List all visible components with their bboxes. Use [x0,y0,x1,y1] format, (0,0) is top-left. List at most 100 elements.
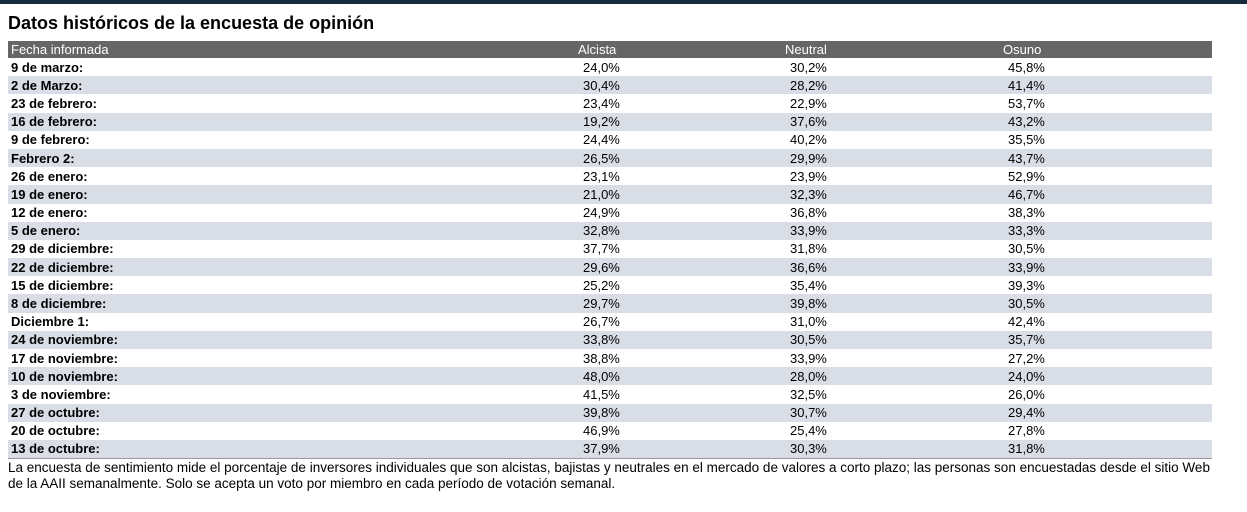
table-row: 24 de noviembre: 33,8% 30,5% 35,7% [8,330,1212,349]
osuno-cell: 31,8% [1008,441,1045,457]
date-cell: 3 de noviembre: [11,386,111,402]
alcista-cell: 23,4% [583,95,620,111]
neutral-cell: 33,9% [790,350,827,366]
date-cell: 9 de marzo: [11,59,84,75]
osuno-cell: 43,7% [1008,150,1045,166]
date-cell: 17 de noviembre: [11,350,118,366]
osuno-cell: 35,7% [1008,332,1045,348]
alcista-cell: 19,2% [583,114,620,130]
date-cell: 15 de diciembre: [11,277,114,293]
alcista-cell: 26,5% [583,150,620,166]
osuno-cell: 42,4% [1008,314,1045,330]
neutral-cell: 36,6% [790,259,827,275]
alcista-cell: 38,8% [583,350,620,366]
alcista-cell: 24,0% [583,59,620,75]
neutral-cell: 36,8% [790,205,827,221]
date-cell: Febrero 2: [11,150,75,166]
alcista-cell: 48,0% [583,368,620,384]
alcista-cell: 46,9% [583,423,620,439]
table-row: 9 de febrero: 24,4% 40,2% 35,5% [8,131,1212,149]
top-accent-bar [0,0,1247,4]
column-header-neutral: Neutral [782,41,1000,58]
date-cell: 5 de enero: [11,223,81,239]
osuno-cell: 27,2% [1008,350,1045,366]
table-row: 16 de febrero: 19,2% 37,6% 43,2% [8,112,1212,131]
table-row: 29 de diciembre: 37,7% 31,8% 30,5% [8,240,1212,258]
column-header-osuno: Osuno [1000,41,1212,58]
table-row: 12 de enero: 24,9% 36,8% 38,3% [8,204,1212,222]
table-row: 19 de enero: 21,0% 32,3% 46,7% [8,185,1212,204]
date-cell: 23 de febrero: [11,95,97,111]
table-row: 17 de noviembre: 38,8% 33,9% 27,2% [8,349,1212,367]
date-cell: 19 de enero: [11,186,88,202]
table-row: 15 de diciembre: 25,2% 35,4% 39,3% [8,276,1212,294]
osuno-cell: 43,2% [1008,114,1045,130]
alcista-cell: 41,5% [583,386,620,402]
footnote: La encuesta de sentimiento mide el porce… [8,459,1210,491]
alcista-cell: 25,2% [583,277,620,293]
alcista-cell: 29,6% [583,259,620,275]
osuno-cell: 45,8% [1008,59,1045,75]
neutral-cell: 31,8% [790,241,827,257]
osuno-cell: 30,5% [1008,296,1045,312]
alcista-cell: 39,8% [583,405,620,421]
neutral-cell: 25,4% [790,423,827,439]
table-row: 5 de enero: 32,8% 33,9% 33,3% [8,221,1212,240]
table-row: 22 de diciembre: 29,6% 36,6% 33,9% [8,258,1212,277]
osuno-cell: 27,8% [1008,423,1045,439]
alcista-cell: 30,4% [583,77,620,93]
osuno-cell: 52,9% [1008,168,1045,184]
date-cell: Diciembre 1: [11,314,90,330]
date-cell: 13 de octubre: [11,441,100,457]
osuno-cell: 38,3% [1008,205,1045,221]
osuno-cell: 39,3% [1008,277,1045,293]
table-row: 23 de febrero: 23,4% 22,9% 53,7% [8,94,1212,112]
date-cell: 8 de diciembre: [11,296,107,312]
neutral-cell: 39,8% [790,296,827,312]
neutral-cell: 30,5% [790,332,827,348]
osuno-cell: 53,7% [1008,95,1045,111]
date-cell: 27 de octubre: [11,405,100,421]
osuno-cell: 41,4% [1008,77,1045,93]
osuno-cell: 24,0% [1008,368,1045,384]
neutral-cell: 37,6% [790,114,827,130]
table-row: 8 de diciembre: 29,7% 39,8% 30,5% [8,294,1212,313]
neutral-cell: 28,2% [790,77,827,93]
alcista-cell: 37,9% [583,441,620,457]
table-row: 9 de marzo: 24,0% 30,2% 45,8% [8,58,1212,76]
alcista-cell: 24,9% [583,205,620,221]
date-cell: 10 de noviembre: [11,368,118,384]
table-header-row: Fecha informada Alcista Neutral Osuno [8,41,1212,58]
table-row: Febrero 2: 26,5% 29,9% 43,7% [8,148,1212,168]
alcista-cell: 26,7% [583,314,620,330]
table-row: 2 de Marzo: 30,4% 28,2% 41,4% [8,76,1212,95]
table-body: 9 de marzo: 24,0% 30,2% 45,8% 2 de Marzo… [8,58,1212,459]
date-cell: 12 de enero: [11,205,88,221]
neutral-cell: 30,2% [790,59,827,75]
neutral-cell: 23,9% [790,168,827,184]
date-cell: 20 de octubre: [11,423,100,439]
osuno-cell: 33,3% [1008,223,1045,239]
table-row: 3 de noviembre: 41,5% 32,5% 26,0% [8,385,1212,403]
column-header-fecha: Fecha informada [8,41,575,58]
osuno-cell: 35,5% [1008,132,1045,148]
neutral-cell: 30,7% [790,405,827,421]
table-row: 20 de octubre: 46,9% 25,4% 27,8% [8,422,1212,440]
alcista-cell: 37,7% [583,241,620,257]
table-row: 13 de octubre: 37,9% 30,3% 31,8% [8,439,1212,459]
table-row: Diciembre 1: 26,7% 31,0% 42,4% [8,313,1212,331]
osuno-cell: 29,4% [1008,405,1045,421]
alcista-cell: 24,4% [583,132,620,148]
osuno-cell: 30,5% [1008,241,1045,257]
neutral-cell: 29,9% [790,150,827,166]
neutral-cell: 33,9% [790,223,827,239]
date-cell: 22 de diciembre: [11,259,114,275]
table-row: 10 de noviembre: 48,0% 28,0% 24,0% [8,367,1212,386]
neutral-cell: 35,4% [790,277,827,293]
sentiment-history-table: Fecha informada Alcista Neutral Osuno 9 … [8,41,1212,459]
neutral-cell: 28,0% [790,368,827,384]
osuno-cell: 33,9% [1008,259,1045,275]
date-cell: 24 de noviembre: [11,332,118,348]
table-row: 26 de enero: 23,1% 23,9% 52,9% [8,167,1212,185]
neutral-cell: 22,9% [790,95,827,111]
